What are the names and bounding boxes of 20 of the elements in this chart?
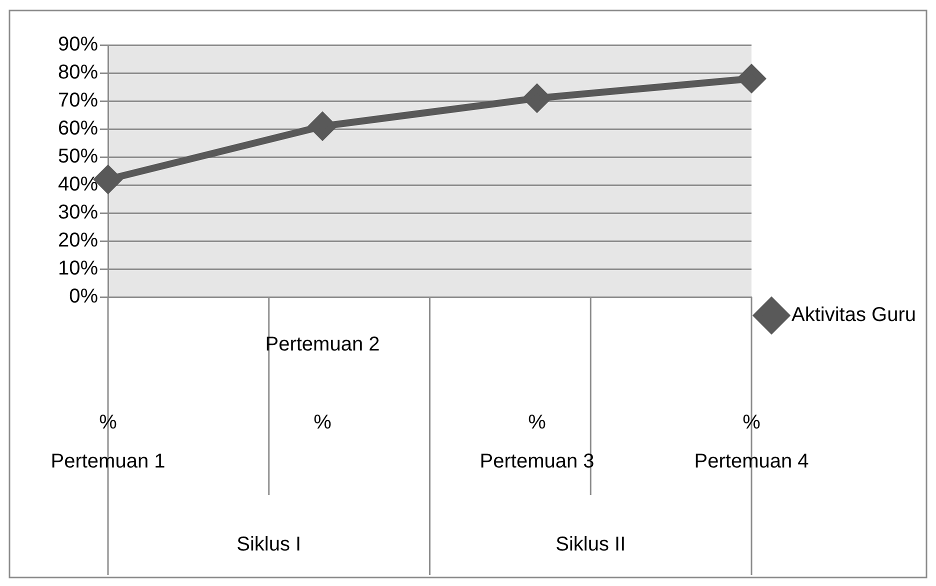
x-tick-label: % Pertemuan 1	[50, 412, 166, 473]
y-tick-label: 50%	[58, 146, 98, 168]
y-tick-label: 60%	[58, 118, 98, 140]
y-tick-label: 70%	[58, 90, 98, 112]
x-tick-label: % Pertemuan 4	[694, 412, 809, 473]
legend-label: Aktivitas Guru	[792, 304, 916, 326]
y-tick-label: 0%	[69, 286, 98, 308]
point	[309, 112, 336, 140]
y-tick-label: 80%	[58, 62, 98, 84]
category-label: Pertemuan 2 %	[265, 334, 380, 434]
y-tick-label: 30%	[58, 202, 98, 224]
y-tick-label: 20%	[58, 230, 98, 252]
x-tick-label: % Pertemuan 3	[480, 412, 594, 473]
text: Siklus II	[556, 534, 626, 556]
y-tick-label: 40%	[58, 174, 98, 196]
point	[524, 84, 551, 112]
y-tick-label: 10%	[58, 258, 98, 280]
text: Siklus I	[236, 534, 302, 556]
point	[738, 65, 766, 92]
y-tick-label: 90%	[58, 34, 98, 56]
